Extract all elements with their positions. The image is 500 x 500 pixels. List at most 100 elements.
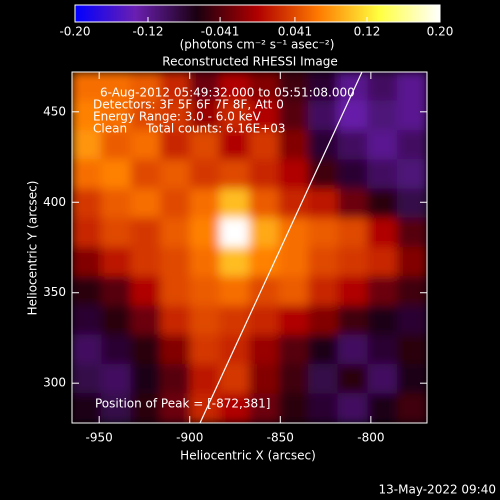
chart-title: Reconstructed RHESSI Image bbox=[162, 55, 337, 69]
heatmap-cell bbox=[219, 393, 250, 423]
heatmap-cell bbox=[396, 130, 427, 161]
heatmap-cell bbox=[249, 247, 280, 278]
heatmap-cell bbox=[72, 100, 103, 131]
colorbar bbox=[75, 5, 440, 22]
heatmap-cell bbox=[396, 100, 427, 131]
heatmap-cell bbox=[130, 393, 162, 423]
heatmap-cell bbox=[249, 100, 280, 131]
heatmap-cell bbox=[160, 364, 191, 395]
heatmap-cell bbox=[337, 188, 369, 219]
heatmap-cell bbox=[278, 364, 310, 395]
heatmap-cell bbox=[160, 159, 191, 190]
heatmap-cell bbox=[396, 217, 427, 248]
heatmap-cell bbox=[219, 364, 250, 395]
heatmap-cell bbox=[160, 334, 191, 365]
heatmap-cell bbox=[72, 130, 103, 161]
heatmap-cell bbox=[130, 364, 162, 395]
heatmap-cell bbox=[101, 364, 132, 395]
heatmap-cell bbox=[130, 305, 162, 336]
heatmap-cell bbox=[367, 305, 398, 336]
heatmap-cell bbox=[396, 159, 427, 190]
heatmap-cell bbox=[337, 130, 369, 161]
heatmap-cell bbox=[396, 334, 427, 365]
heatmap-cell bbox=[130, 276, 162, 307]
heatmap-cell bbox=[101, 217, 132, 248]
heatmap-cell bbox=[101, 130, 132, 161]
annotation: 6-Aug-2012 05:49:32.000 to 05:51:08.000 bbox=[100, 86, 355, 100]
colorbar-tick-label: -0.12 bbox=[132, 25, 163, 39]
heatmap-cell bbox=[308, 276, 339, 307]
heatmap-cell bbox=[101, 276, 132, 307]
heatmap-cell bbox=[308, 364, 339, 395]
peak-label: Position of Peak = [-872,381] bbox=[95, 397, 270, 411]
heatmap-cell bbox=[189, 217, 221, 248]
heatmap-cell bbox=[396, 72, 427, 102]
heatmap-cell bbox=[189, 276, 221, 307]
heatmap-cell bbox=[367, 334, 398, 365]
heatmap-cell bbox=[130, 247, 162, 278]
heatmap-cell bbox=[160, 100, 191, 131]
y-tick-label: 400 bbox=[43, 195, 66, 209]
heatmap-cell bbox=[396, 247, 427, 278]
heatmap-cell bbox=[367, 159, 398, 190]
heatmap-cell bbox=[189, 305, 221, 336]
heatmap-cell bbox=[367, 188, 398, 219]
heatmap-cell bbox=[72, 364, 103, 395]
heatmap-cell bbox=[367, 247, 398, 278]
heatmap-cell bbox=[130, 334, 162, 365]
annotation: Clean Total counts: 6.16E+03 bbox=[93, 122, 286, 136]
heatmap-cell bbox=[160, 130, 191, 161]
colorbar-frame bbox=[74, 4, 441, 23]
heatmap-cell bbox=[367, 393, 398, 423]
heatmap-cell bbox=[249, 305, 280, 336]
heatmap-cell bbox=[72, 159, 103, 190]
heatmap-cell bbox=[130, 159, 162, 190]
heatmap-cell bbox=[396, 364, 427, 395]
heatmap-cell bbox=[219, 130, 250, 161]
x-tick-label: -800 bbox=[357, 431, 384, 445]
heatmap-cell bbox=[308, 100, 339, 131]
heatmap-cell bbox=[249, 393, 280, 423]
footer: 13-May-2022 09:40 bbox=[379, 483, 496, 497]
heatmap-cell bbox=[160, 72, 191, 102]
heatmap-cell bbox=[367, 100, 398, 131]
heatmap-cell bbox=[396, 276, 427, 307]
heatmap-cell bbox=[189, 159, 221, 190]
heatmap-cell bbox=[101, 393, 132, 423]
heatmap-cell bbox=[396, 305, 427, 336]
heatmap-cell bbox=[396, 393, 427, 423]
heatmap-cell bbox=[308, 334, 339, 365]
heatmap-cell bbox=[160, 305, 191, 336]
heatmap-cell bbox=[337, 100, 369, 131]
heatmap-cell bbox=[189, 72, 221, 102]
heatmap-cell bbox=[219, 72, 250, 102]
heatmap-cell bbox=[337, 334, 369, 365]
heatmap-cell bbox=[189, 100, 221, 131]
heatmap-cell bbox=[101, 247, 132, 278]
heatmap-cell bbox=[278, 276, 310, 307]
heatmap-cell bbox=[219, 334, 250, 365]
heatmap-cell bbox=[337, 305, 369, 336]
heatmap-cell bbox=[278, 188, 310, 219]
heatmap-cell bbox=[278, 130, 310, 161]
heatmap-cell bbox=[72, 72, 103, 102]
heatmap-cell bbox=[72, 217, 103, 248]
heatmap-cell bbox=[337, 393, 369, 423]
heatmap-cell bbox=[249, 334, 280, 365]
colorbar-tick-label: 0.12 bbox=[354, 25, 381, 39]
heatmap-cell bbox=[101, 159, 132, 190]
heatmap-cell bbox=[337, 364, 369, 395]
heatmap-cell bbox=[367, 364, 398, 395]
heatmap-cell bbox=[101, 100, 132, 131]
heatmap-cell bbox=[367, 130, 398, 161]
heatmap-cell bbox=[101, 72, 132, 102]
heatmap-cell bbox=[189, 130, 221, 161]
heatmap-cell bbox=[249, 364, 280, 395]
colorbar-label: (photons cm⁻² s⁻¹ asec⁻²) bbox=[180, 38, 335, 52]
heatmap-cell bbox=[278, 305, 310, 336]
heatmap-cell bbox=[189, 334, 221, 365]
heatmap-cell bbox=[130, 130, 162, 161]
x-tick-label: -900 bbox=[176, 431, 203, 445]
heatmap-cell bbox=[72, 393, 103, 423]
image bbox=[72, 72, 427, 423]
